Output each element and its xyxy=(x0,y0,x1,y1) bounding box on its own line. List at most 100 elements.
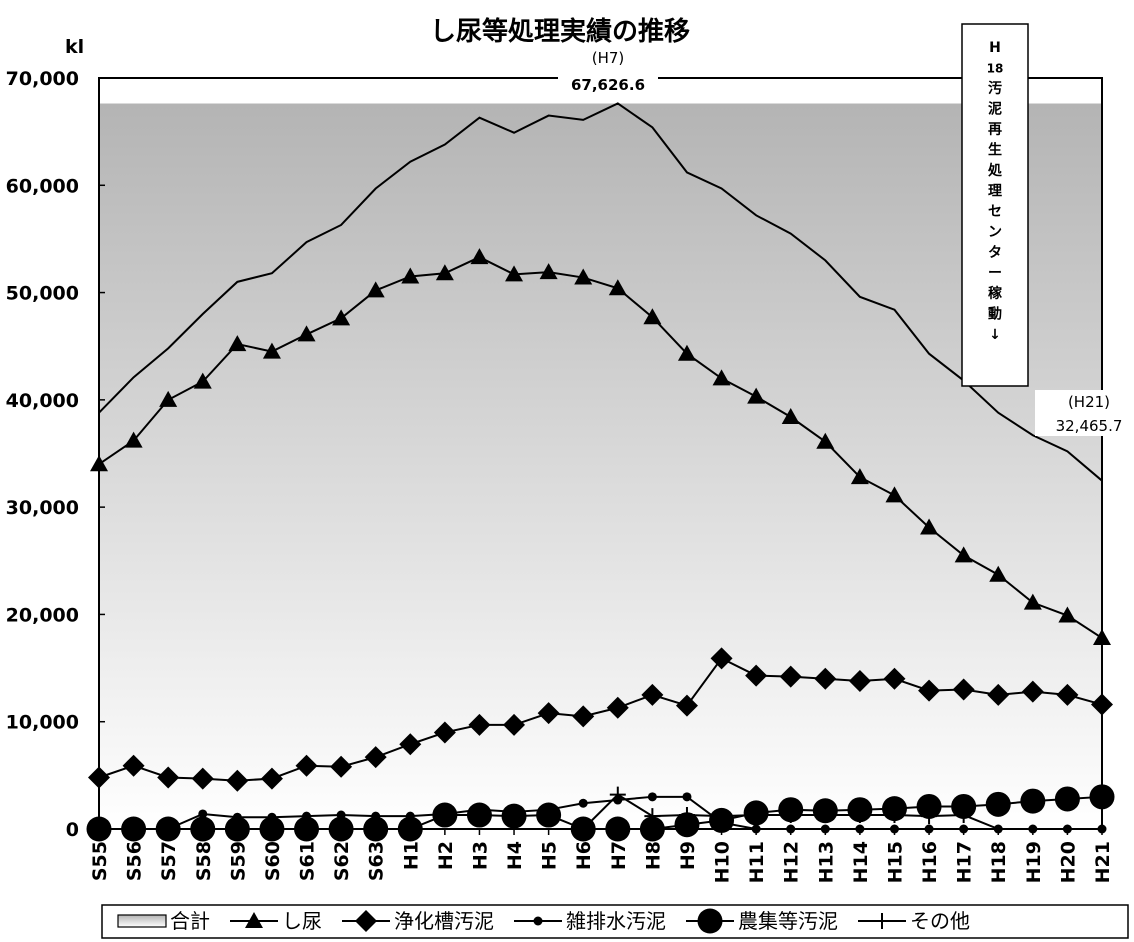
event-text-char: 汚 xyxy=(988,80,1002,97)
data-point-3-25 xyxy=(959,825,968,834)
x-tick-label: H12 xyxy=(781,841,803,883)
x-tick-label: S59 xyxy=(227,841,249,881)
legend-label-3: 雑排水汚泥 xyxy=(566,909,666,933)
x-tick-label: H4 xyxy=(504,841,526,870)
data-point-3-23 xyxy=(890,825,899,834)
data-point-4-29 xyxy=(1090,784,1115,809)
y-tick-label: 60,000 xyxy=(6,175,79,197)
x-tick-label: H9 xyxy=(677,841,699,870)
y-tick-label: 50,000 xyxy=(6,283,79,305)
end-annotation-label: (H21) xyxy=(1068,393,1110,411)
data-point-3-28 xyxy=(1063,825,1072,834)
legend-label-5: その他 xyxy=(910,909,970,933)
x-tick-label: H1 xyxy=(400,841,422,870)
data-point-4-7 xyxy=(329,817,354,842)
data-point-4-6 xyxy=(294,817,319,842)
event-text-char: タ xyxy=(988,245,1002,261)
x-tick-label: H21 xyxy=(1092,841,1114,883)
x-tick-label: H5 xyxy=(539,841,561,870)
data-point-4-1 xyxy=(121,817,146,842)
x-tick-label: H11 xyxy=(746,841,768,883)
end-annotation-value: 32,465.7 xyxy=(1056,417,1123,435)
data-point-4-12 xyxy=(502,804,527,829)
y-tick-label: 0 xyxy=(66,819,79,841)
y-axis-unit-label: kl xyxy=(65,36,84,58)
data-point-4-26 xyxy=(986,792,1011,817)
x-tick-label: S55 xyxy=(89,841,111,881)
event-text-char: 18 xyxy=(987,62,1004,76)
x-tick-label: S57 xyxy=(158,841,180,881)
event-text-char: 理 xyxy=(988,184,1002,200)
data-point-3-26 xyxy=(994,825,1003,834)
y-tick-label: 70,000 xyxy=(6,68,79,90)
event-text-char: ↓ xyxy=(989,327,1001,343)
data-point-3-14 xyxy=(579,799,588,808)
data-point-3-16 xyxy=(648,792,657,801)
data-point-4-13 xyxy=(536,803,561,828)
event-text-char: 動 xyxy=(988,306,1002,323)
data-point-3-17 xyxy=(682,792,691,801)
peak-annotation-value: 67,626.6 xyxy=(571,76,645,94)
y-tick-label: 20,000 xyxy=(6,604,79,626)
x-tick-label: S60 xyxy=(262,841,284,881)
y-axis-ticks: 0 10,000 20,000 30,000 40,000 50,000 60,000 70,… xyxy=(6,68,105,841)
legend-swatch-0 xyxy=(118,915,166,927)
x-tick-label: H8 xyxy=(642,841,664,870)
y-tick-label: 40,000 xyxy=(6,390,79,412)
data-point-4-9 xyxy=(398,817,423,842)
data-point-3-22 xyxy=(855,825,864,834)
x-tick-label: S58 xyxy=(193,841,215,881)
event-text-char: 再 xyxy=(988,122,1002,138)
data-point-4-14 xyxy=(571,817,596,842)
event-annotation-text: H18汚泥再生処理センター稼動↓ xyxy=(987,40,1004,343)
data-point-3-24 xyxy=(925,825,934,834)
data-point-4-10 xyxy=(432,803,457,828)
event-text-char: 稼 xyxy=(988,285,1002,302)
x-tick-label: H20 xyxy=(1057,841,1079,883)
legend-label-4: 農集等汚泥 xyxy=(738,909,838,933)
total-area-fill xyxy=(99,103,1102,829)
data-point-4-4 xyxy=(225,817,250,842)
peak-annotation-label: (H7) xyxy=(592,49,625,67)
chart-title: し尿等処理実績の推移 xyxy=(430,16,690,47)
data-point-3-21 xyxy=(821,825,830,834)
x-tick-label: S62 xyxy=(331,841,353,881)
legend-label-2: 浄化槽汚泥 xyxy=(394,909,494,933)
data-point-3-20 xyxy=(786,825,795,834)
data-point-4-3 xyxy=(190,817,215,842)
event-text-char: 生 xyxy=(988,142,1002,159)
y-tick-label: 30,000 xyxy=(6,497,79,519)
data-point-4-28 xyxy=(1055,786,1080,811)
event-text-char: ン xyxy=(988,225,1002,241)
data-point-3-27 xyxy=(1028,825,1037,834)
data-point-4-5 xyxy=(259,817,284,842)
event-text-char: 処 xyxy=(987,162,1003,179)
x-tick-label: H17 xyxy=(954,841,976,883)
legend-marker-4 xyxy=(698,909,723,934)
data-point-3-29 xyxy=(1098,825,1107,834)
data-point-4-11 xyxy=(467,803,492,828)
event-text-char: セ xyxy=(988,204,1002,220)
event-text-char: H xyxy=(989,40,1001,56)
x-tick-label: H3 xyxy=(469,841,491,870)
data-point-3-19 xyxy=(752,825,761,834)
data-point-4-8 xyxy=(363,817,388,842)
x-tick-label: H19 xyxy=(1023,841,1045,883)
x-tick-label: H2 xyxy=(435,841,457,870)
data-point-4-2 xyxy=(156,817,181,842)
event-text-char: ー xyxy=(988,266,1002,282)
legend-marker-3 xyxy=(534,917,543,926)
data-point-4-27 xyxy=(1020,789,1045,814)
x-tick-label: S61 xyxy=(297,841,319,881)
x-tick-label: H14 xyxy=(850,841,872,883)
x-tick-label: H10 xyxy=(712,841,734,883)
x-tick-label: H7 xyxy=(608,841,630,870)
legend-label-0: 合計 xyxy=(170,909,210,933)
x-tick-label: S63 xyxy=(366,841,388,881)
x-tick-label: H6 xyxy=(573,841,595,870)
x-tick-label: S56 xyxy=(124,841,146,881)
y-tick-label: 10,000 xyxy=(6,712,79,734)
legend-label-1: し尿 xyxy=(282,909,322,933)
x-tick-label: H16 xyxy=(919,841,941,883)
